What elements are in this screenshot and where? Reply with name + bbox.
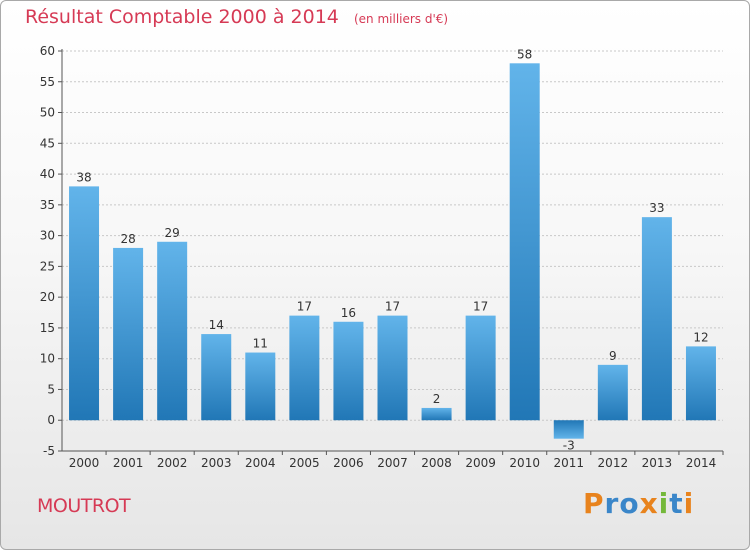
y-tick-label: 60 — [40, 44, 55, 58]
x-tick-label-2010: 2010 — [509, 456, 540, 470]
x-tick-label-2013: 2013 — [642, 456, 673, 470]
y-tick-label: 25 — [40, 259, 55, 273]
data-label-2012: 9 — [609, 349, 617, 363]
data-label-2010: 58 — [517, 47, 532, 61]
bar-2008 — [421, 407, 452, 421]
y-tick-label: 5 — [47, 382, 55, 396]
y-tick-label: 45 — [40, 136, 55, 150]
y-tick-label: 0 — [47, 413, 55, 427]
chart-title: Résultat Comptable 2000 à 2014 (en milli… — [25, 6, 448, 28]
y-tick-label: 50 — [40, 106, 55, 120]
x-tick-label-2001: 2001 — [113, 456, 144, 470]
data-label-2008: 2 — [433, 392, 441, 406]
logo-letter: o — [619, 487, 640, 520]
labels: 38 28 29 14 11 17 16 17 2 17 58 -3 9 33 12 — [76, 47, 708, 452]
data-label-2013: 33 — [649, 201, 664, 215]
data-label-2011: -3 — [563, 439, 575, 453]
y-tick-label: 15 — [40, 321, 55, 335]
x-tick-label-2014: 2014 — [686, 456, 717, 470]
data-label-2009: 17 — [473, 300, 488, 314]
data-label-2001: 28 — [120, 232, 135, 246]
commune-name: MOUTROT — [37, 495, 131, 517]
x-tick-label-2002: 2002 — [157, 456, 188, 470]
data-label-2014: 12 — [693, 330, 708, 344]
logo-letter: t — [669, 487, 684, 520]
bar-2002 — [157, 241, 188, 421]
y-tick-label: 10 — [40, 352, 55, 366]
data-label-2006: 16 — [341, 306, 356, 320]
bar-2013 — [641, 217, 672, 421]
bar-2014 — [685, 346, 716, 421]
x-tick-label-2004: 2004 — [245, 456, 276, 470]
bar-2005 — [289, 315, 320, 421]
y-tick-label: 35 — [40, 198, 55, 212]
proxiti-logo: Proxiti — [583, 487, 694, 520]
bar-2009 — [465, 315, 496, 421]
bar-2011 — [553, 420, 584, 439]
data-label-2002: 29 — [165, 226, 180, 240]
bar-2003 — [201, 334, 232, 421]
y-tick-label: -5 — [43, 444, 55, 458]
x-tick-label-2008: 2008 — [421, 456, 452, 470]
data-label-2003: 14 — [209, 318, 224, 332]
logo-letter: P — [583, 487, 605, 520]
bar-2006 — [333, 321, 364, 421]
bar-2010 — [509, 63, 540, 421]
y-tick-label: 55 — [40, 75, 55, 89]
x-tick-label-2005: 2005 — [289, 456, 320, 470]
y-tick-label: 30 — [40, 229, 55, 243]
x-tick-label-2003: 2003 — [201, 456, 232, 470]
x-tick-label-2012: 2012 — [598, 456, 629, 470]
chart-title-main: Résultat Comptable 2000 à 2014 — [25, 6, 339, 28]
bar-2001 — [113, 247, 144, 421]
bar-2012 — [597, 364, 628, 421]
logo-letter: i — [683, 487, 695, 520]
x-tick-label-2009: 2009 — [465, 456, 496, 470]
bar-2000 — [69, 186, 100, 421]
x-tick-label-2007: 2007 — [377, 456, 408, 470]
data-label-2000: 38 — [76, 170, 91, 184]
x-tick-label-2011: 2011 — [553, 456, 584, 470]
y-tick-label: 40 — [40, 167, 55, 181]
data-label-2004: 11 — [253, 337, 268, 351]
chart-title-unit: (en milliers d'€) — [353, 12, 449, 26]
axes: -5 0 5 10 15 20 25 30 35 40 45 50 55 60 2000 2001 2002 20… — [40, 44, 724, 470]
logo-letter: x — [639, 487, 659, 520]
data-label-2007: 17 — [385, 300, 400, 314]
bars — [69, 63, 716, 439]
y-tick-label: 20 — [40, 290, 55, 304]
x-tick-label-2000: 2000 — [69, 456, 100, 470]
bar-2007 — [377, 315, 408, 421]
bar-2004 — [245, 352, 276, 421]
data-label-2005: 17 — [297, 300, 312, 314]
logo-letter: r — [604, 487, 620, 520]
logo-letter: i — [658, 487, 670, 520]
x-tick-label-2006: 2006 — [333, 456, 364, 470]
